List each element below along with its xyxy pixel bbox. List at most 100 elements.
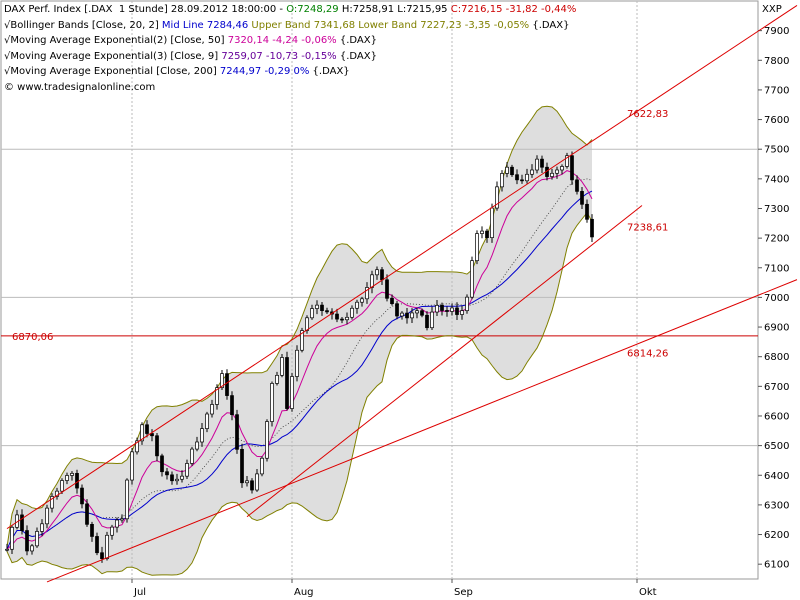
candle-body: [160, 455, 164, 473]
series-lower-band: [6, 211, 593, 576]
candle-body: [575, 179, 579, 192]
y-tick-label: 7300: [764, 204, 789, 215]
candle-body: [310, 308, 314, 319]
candle-body: [460, 310, 464, 315]
candle-body: [210, 404, 214, 415]
indicator-icon: √: [4, 66, 11, 77]
legend-entry: © www.tradesignalonline.com: [4, 80, 576, 96]
candle-body: [280, 357, 284, 376]
legend-entry: √Moving Average Exponential(2) [Close, 5…: [4, 33, 576, 49]
candle-body: [65, 475, 69, 481]
candle-body: [490, 207, 494, 238]
candle-body: [60, 480, 64, 492]
candle-body: [165, 471, 169, 476]
candle-body: [120, 518, 124, 521]
y-tick-label: 6200: [764, 530, 789, 541]
candle-body: [85, 503, 89, 525]
candle-body: [370, 274, 374, 288]
candle-body: [30, 545, 34, 552]
candle-body: [400, 312, 404, 317]
candle-body: [425, 314, 429, 329]
candle-body: [285, 357, 289, 409]
candle-body: [375, 269, 379, 276]
series-upper-band: [6, 105, 593, 547]
legend: DAX Perf. Index [.DAX 1 Stunde] 28.09.20…: [4, 2, 576, 95]
candle-body: [145, 424, 149, 434]
candle-body: [475, 233, 479, 262]
candle-body: [50, 496, 54, 509]
candle-body: [550, 172, 554, 177]
y-tick-label: 7000: [764, 293, 789, 304]
candle-body: [380, 269, 384, 281]
candle-body: [180, 475, 184, 480]
legend-text: C:7216,15 -31,82 -0,44%: [450, 4, 577, 15]
candle-body: [220, 373, 224, 388]
candle-body: [495, 186, 499, 209]
indicator-icon: √: [4, 19, 11, 31]
candle-body: [190, 448, 194, 464]
candle-body: [525, 173, 529, 182]
candle-body: [445, 310, 449, 312]
candle-body: [315, 304, 319, 309]
candle-body: [215, 387, 219, 405]
candle-body: [150, 433, 154, 437]
candle-body: [170, 474, 174, 482]
candle-body: [105, 534, 109, 559]
candle-body: [40, 523, 44, 532]
y-tick-label: 7100: [764, 263, 789, 274]
candle-body: [385, 279, 389, 299]
legend-text: 7259,07 -10,73 -0,15%: [221, 50, 337, 62]
candle-body: [320, 304, 324, 311]
legend-text: Upper Band 7341,68 Lower Band 7227,23 -3…: [248, 19, 530, 31]
candle-body: [155, 435, 159, 457]
y-tick-label: 6900: [764, 323, 789, 334]
candle-body: [225, 373, 229, 396]
candle-body: [345, 316, 349, 321]
candle-body: [75, 473, 79, 489]
candle-body: [405, 312, 409, 319]
trendline-channel-lower: [46, 279, 798, 583]
candle-body: [255, 473, 259, 491]
x-tick-label: Aug: [294, 587, 314, 598]
candle-body: [590, 218, 594, 238]
candle-body: [100, 552, 104, 559]
candle-body: [195, 441, 199, 450]
candle-body: [140, 424, 144, 442]
candle-body: [200, 428, 204, 443]
annotation-label: 6870,06: [12, 332, 53, 343]
legend-entry: √Bollinger Bands [Close, 20, 2] Mid Line…: [4, 18, 576, 34]
candle-body: [420, 310, 424, 316]
candle-body: [25, 530, 29, 552]
legend-entry: √Moving Average Exponential(3) [Close, 9…: [4, 49, 576, 65]
candle-body: [415, 310, 419, 314]
candle-body: [290, 376, 294, 409]
candle-body: [240, 448, 244, 484]
legend-text: © www.tradesignalonline.com: [4, 81, 156, 93]
candle-body: [455, 307, 459, 315]
candle-body: [300, 330, 304, 351]
candle-body: [20, 514, 24, 531]
candle-body: [250, 480, 254, 491]
candle-body: [10, 526, 14, 550]
candle-body: [505, 166, 509, 174]
candle-body: [570, 155, 574, 181]
legend-entry: DAX Perf. Index [.DAX 1 Stunde] 28.09.20…: [4, 2, 576, 18]
candle-body: [480, 230, 484, 234]
candle-body: [365, 287, 369, 300]
candle-body: [470, 260, 474, 298]
candle-body: [515, 174, 519, 181]
indicator-icon: √: [4, 50, 11, 62]
legend-text: H:7258,91 L:7215,95: [338, 4, 451, 15]
candle-body: [260, 457, 264, 475]
trendline-fan-steep: [246, 205, 643, 518]
candle-body: [340, 318, 344, 321]
legend-text: 7244,97 -0,29 0%: [219, 66, 310, 77]
candle-body: [435, 305, 439, 313]
candle-body: [235, 414, 239, 450]
y-tick-label: 6800: [764, 352, 789, 363]
legend-text: {.DAX}: [336, 35, 377, 46]
y-tick-label: 6300: [764, 500, 789, 511]
legend-text: DAX Perf. Index [.DAX 1 Stunde] 28.09.20…: [4, 4, 287, 15]
y-tick-label: 7600: [764, 115, 789, 126]
y-tick-label: 7800: [764, 56, 789, 67]
